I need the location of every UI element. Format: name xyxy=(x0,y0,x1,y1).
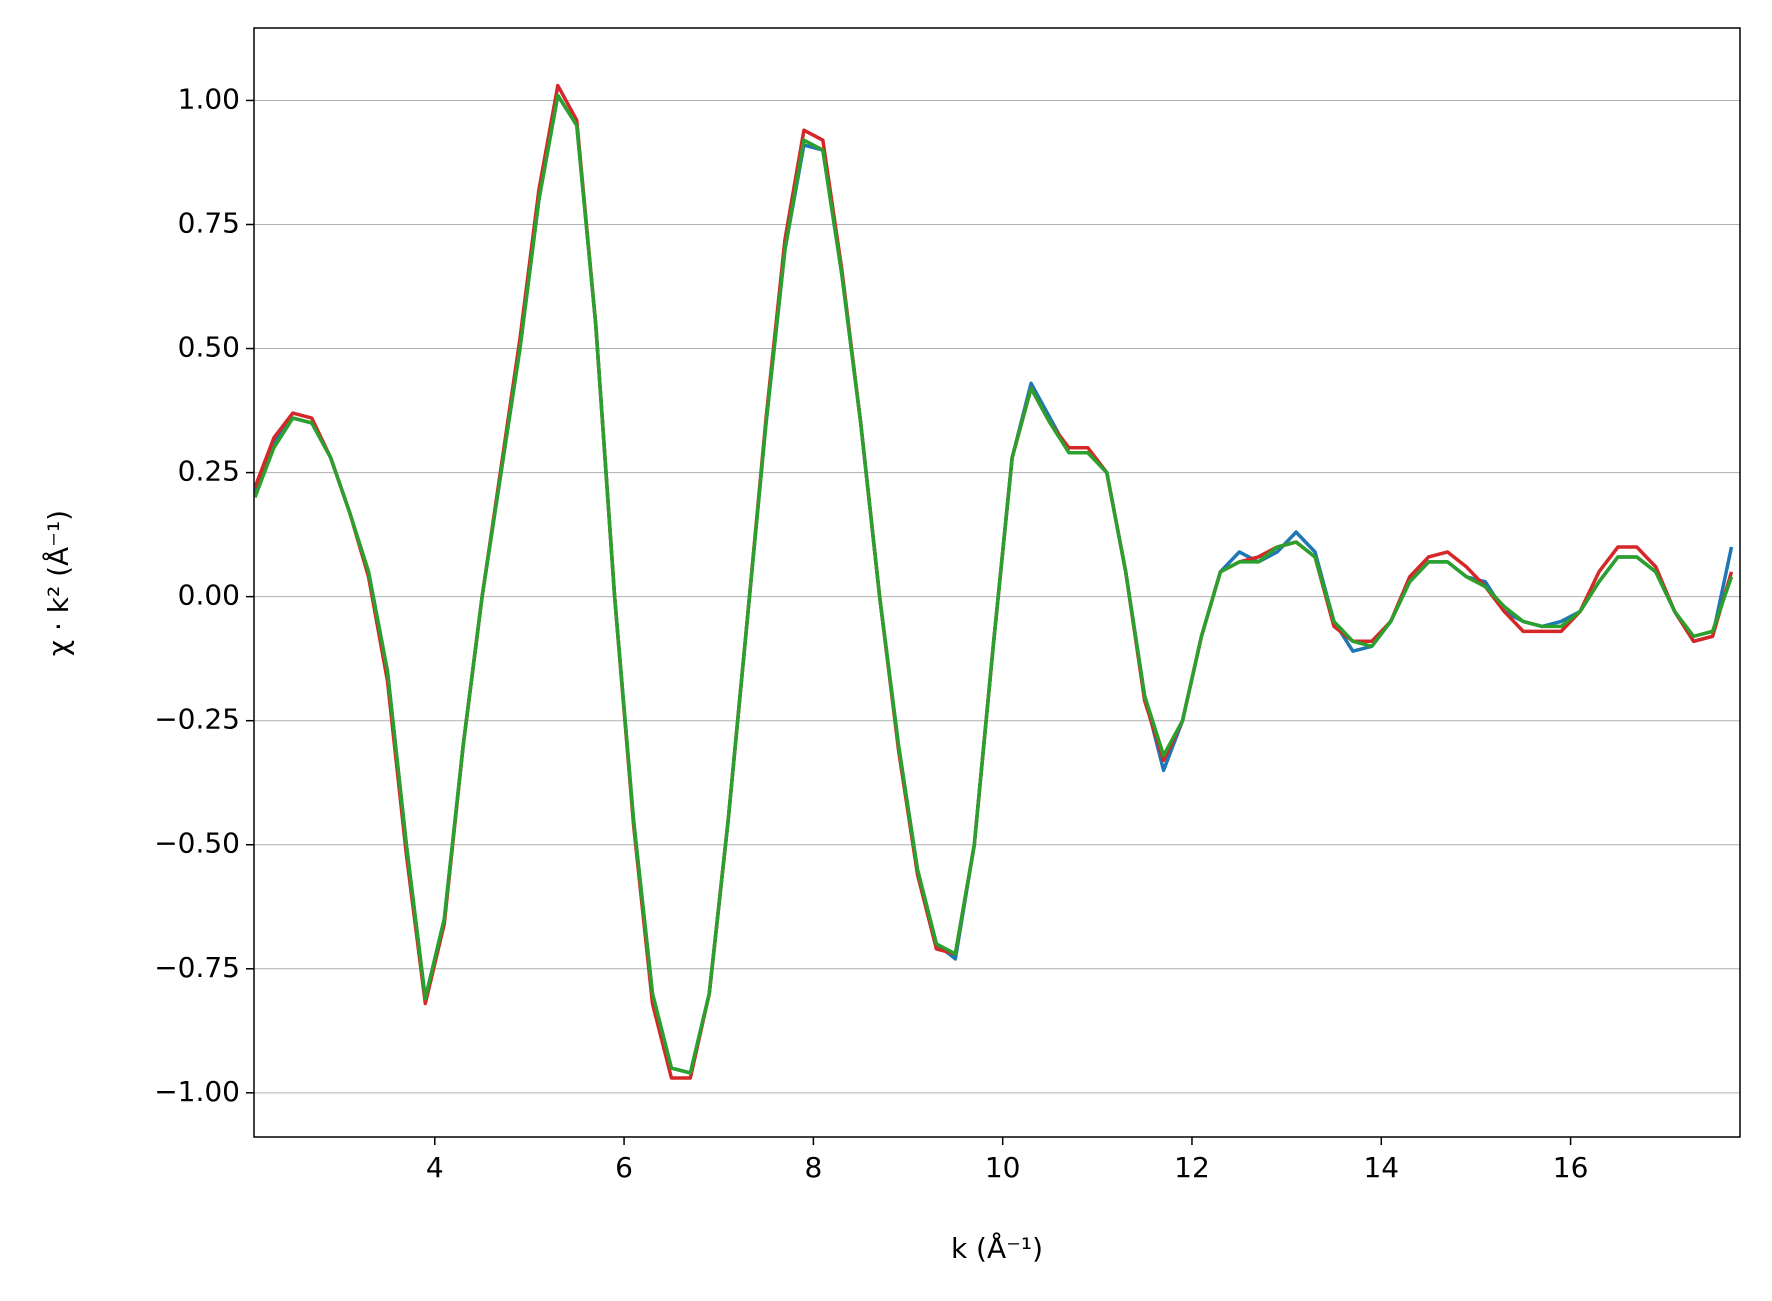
plot-frame xyxy=(253,27,1741,1138)
y-tick-label: 1.00 xyxy=(178,82,240,115)
y-axis-label: χ · k² (Å⁻¹) xyxy=(41,510,75,656)
y-tick-label: 0.50 xyxy=(178,331,240,364)
data-line xyxy=(254,83,1734,1080)
x-tick-label: 8 xyxy=(804,1151,822,1184)
data-line xyxy=(254,93,1734,1075)
y-tick-label: 0.25 xyxy=(178,455,240,488)
y-tick-label: 0.00 xyxy=(178,579,240,612)
x-tick-label: 10 xyxy=(985,1151,1021,1184)
y-tick-label: −0.75 xyxy=(154,951,240,984)
y-tick-label: −0.50 xyxy=(154,827,240,860)
x-tick-label: 14 xyxy=(1363,1151,1399,1184)
x-tick-label: 16 xyxy=(1553,1151,1589,1184)
x-tick-label: 6 xyxy=(615,1151,633,1184)
x-axis-label: k (Å⁻¹) xyxy=(951,1231,1043,1265)
y-tick-label: 0.75 xyxy=(178,206,240,239)
data-line xyxy=(254,93,1734,1075)
y-tick-label: −0.25 xyxy=(154,703,240,736)
x-tick-label: 12 xyxy=(1174,1151,1210,1184)
y-tick-label: −1.00 xyxy=(154,1075,240,1108)
x-tick-label: 4 xyxy=(426,1151,444,1184)
